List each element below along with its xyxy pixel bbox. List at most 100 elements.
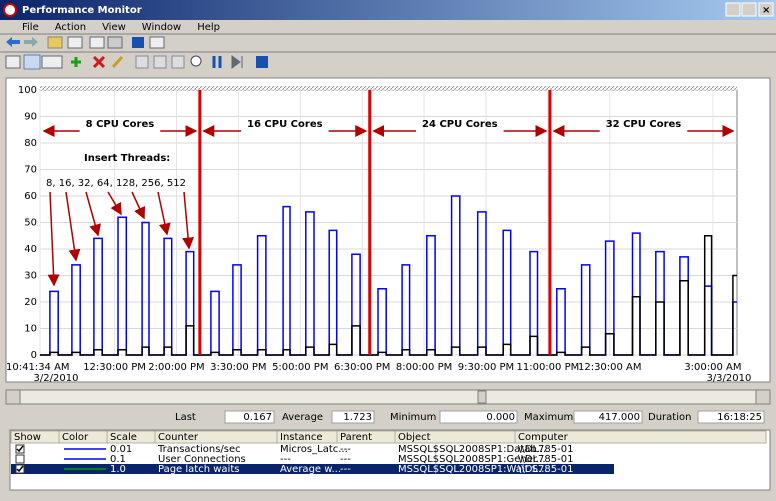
arrow: [47, 191, 60, 287]
annotation: 24 CPU Cores: [422, 119, 498, 130]
app-icon: [3, 3, 17, 17]
menu-item[interactable]: View: [102, 22, 126, 33]
thread-arrows: [47, 191, 195, 287]
cell: \\DL785-01: [518, 454, 573, 465]
column-header-label: Object: [398, 432, 431, 443]
graph-panel: [5, 77, 771, 383]
stat-box: [331, 410, 375, 424]
stat-label: Average: [282, 412, 323, 423]
delete-counter-button[interactable]: [92, 55, 106, 69]
menu-bar: File Action View Window Help: [22, 22, 220, 33]
tree-button[interactable]: [89, 36, 105, 49]
arrow: [107, 191, 122, 216]
title-bar: [0, 0, 776, 20]
export-button[interactable]: [107, 36, 123, 49]
x-date-label: 3/2/2010: [34, 373, 79, 384]
scroll-track[interactable]: [5, 389, 771, 405]
stat-value: 1.723: [343, 412, 372, 423]
x-tick-label: 12:30:00 PM: [83, 362, 146, 373]
column-header-label: Computer: [518, 432, 569, 443]
stat-value: 0.000: [486, 412, 515, 423]
y-tick-label: 90: [24, 112, 37, 123]
stat-value: 417.000: [599, 412, 640, 423]
cell: \\DL785-01: [518, 464, 573, 475]
cell: Micros_Latc...: [280, 444, 348, 455]
view-graph-button[interactable]: [5, 55, 21, 69]
cell: \\DL785-01: [518, 444, 573, 455]
column-header-label: Parent: [340, 432, 372, 443]
time-bar: [40, 86, 737, 91]
menu-item[interactable]: File: [22, 22, 39, 33]
column-header-label: Scale: [110, 432, 137, 443]
x-tick-label: 10:41:34 AM: [6, 362, 70, 373]
highlight-button[interactable]: [111, 55, 124, 69]
forward-button[interactable]: [24, 37, 38, 47]
console-button[interactable]: [67, 36, 83, 49]
properties-button[interactable]: [171, 55, 185, 69]
y-tick-label: 10: [24, 324, 37, 335]
arrow: [131, 191, 146, 220]
x-tick-label: 3:00:00 AM: [684, 362, 741, 373]
insert-threads-label: Insert Threads:: [84, 153, 170, 164]
plot: 0 10 20 30 40 50 60 70 80 90 100 10:41:34 AM 12:30:0…: [6, 85, 751, 384]
toolbar: [6, 36, 165, 49]
menu-item[interactable]: Help: [197, 22, 220, 33]
cell: 1.0: [110, 464, 126, 475]
x-date-label: 3/3/2010: [706, 373, 751, 384]
stat-box: [573, 410, 643, 424]
scroll-thumb[interactable]: [477, 390, 487, 404]
stat-label: Last: [175, 412, 196, 423]
y-tick-label: 40: [24, 244, 37, 255]
show-checkbox[interactable]: [15, 454, 25, 464]
y-tick-label: 80: [24, 138, 37, 149]
change-graph-button[interactable]: [23, 54, 41, 70]
insert-threads: 8, 16, 32, 64, 128, 256, 512: [46, 178, 186, 189]
close-glyph: ×: [762, 5, 770, 16]
freeze-button[interactable]: [212, 56, 222, 68]
x-tick-label: 6:30:00 PM: [334, 362, 390, 373]
stat-label: Maximum: [524, 412, 573, 423]
minimize-button[interactable]: [725, 2, 741, 17]
cell: Page latch waits: [158, 464, 239, 475]
cell: 0.1: [110, 454, 126, 465]
column-header[interactable]: [514, 430, 767, 444]
column-header-label: Show: [14, 432, 41, 443]
add-counter-button[interactable]: [71, 57, 81, 67]
window-title: Performance Monitor: [22, 5, 142, 16]
cell: ---: [280, 454, 291, 465]
x-tick-label: 3:30:00 PM: [210, 362, 266, 373]
stat-box: [697, 410, 765, 424]
arrow: [85, 191, 101, 237]
graph-type-button[interactable]: [41, 55, 63, 69]
menu-item[interactable]: Window: [142, 22, 181, 33]
window-controls: ×: [725, 2, 774, 17]
copy-button[interactable]: [135, 55, 149, 69]
cell: Transactions/sec: [157, 444, 241, 455]
annotation: 32 CPU Cores: [606, 119, 682, 130]
y-tick-label: 50: [24, 218, 37, 229]
cell: MSSQL$SQL2008SP1:Datab...: [398, 444, 546, 455]
menu-item[interactable]: Action: [55, 22, 86, 33]
y-tick-label: 100: [18, 85, 37, 96]
paste-button[interactable]: [153, 55, 167, 69]
view-button[interactable]: [149, 36, 165, 49]
back-button[interactable]: [6, 37, 20, 47]
up-button[interactable]: [47, 36, 63, 49]
stat-label: Duration: [648, 412, 691, 423]
update-button[interactable]: [231, 55, 243, 69]
maximize-button[interactable]: [741, 2, 757, 17]
cell: ---: [340, 464, 351, 475]
counter-table-content: Show Color Scale Counter Instance Parent Objec…: [10, 430, 767, 475]
help-button[interactable]: [132, 37, 144, 48]
value-bar: Last 0.167 Average 1.723 Minimum 0.000 Maximum…: [175, 410, 765, 424]
close-button[interactable]: [758, 2, 774, 17]
x-tick-label: 2:00:00 PM: [148, 362, 204, 373]
cell: ---: [340, 454, 351, 465]
scroll-right[interactable]: [755, 389, 771, 405]
stat-value: 0.167: [243, 412, 272, 423]
graph-help-button[interactable]: [256, 56, 268, 68]
scroll-left[interactable]: [5, 389, 21, 405]
x-tick-label: 11:00:00 PM: [516, 362, 579, 373]
zoom-button[interactable]: [190, 55, 202, 67]
